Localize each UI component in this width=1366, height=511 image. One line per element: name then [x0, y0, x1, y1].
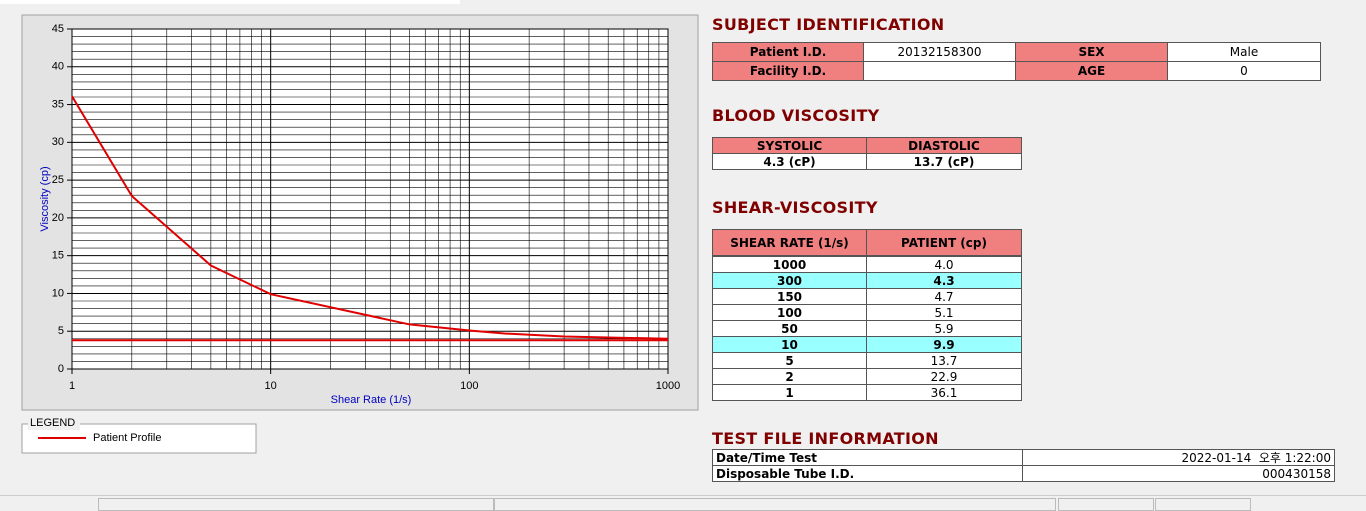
y-tick-label: 0: [58, 363, 64, 375]
y-tick-label: 15: [52, 250, 64, 262]
field-value: 20132158300: [863, 42, 1016, 62]
table-cell: 50: [712, 320, 867, 337]
series-line: [71, 95, 669, 340]
field-label: Facility I.D.: [712, 61, 864, 81]
y-tick-label: 5: [58, 325, 64, 337]
status-panel: [494, 498, 1056, 511]
section-title: SUBJECT IDENTIFICATION: [712, 15, 945, 34]
status-panel: [1058, 498, 1154, 511]
y-tick-label: 35: [52, 98, 64, 110]
table-cell: 150: [712, 288, 867, 305]
y-tick-label: 40: [52, 61, 64, 73]
y-axis-label: Viscosity (cp): [39, 166, 51, 231]
y-tick-label: 25: [52, 174, 64, 186]
field-value: 0: [1167, 61, 1321, 81]
column-header: DIASTOLIC: [866, 137, 1022, 154]
table-cell: 2: [712, 368, 867, 385]
status-panel: [98, 498, 494, 511]
table-cell: 100: [712, 304, 867, 321]
y-tick-label: 10: [52, 287, 64, 299]
column-header: SYSTOLIC: [712, 137, 867, 154]
table-cell: 4.7: [866, 288, 1022, 305]
section-title: TEST FILE INFORMATION: [712, 429, 939, 448]
legend-label: Patient Profile: [93, 432, 161, 444]
table-cell: 9.9: [866, 336, 1022, 353]
status-bar: [0, 495, 1366, 511]
field-value: Male: [1167, 42, 1321, 62]
y-tick-label: 45: [52, 23, 64, 35]
section-title: BLOOD VISCOSITY: [712, 106, 880, 125]
x-tick-label: 100: [460, 380, 478, 392]
table-cell: 1000: [712, 256, 867, 273]
viscosity-value: 13.7 (cP): [866, 153, 1022, 170]
table-cell: 36.1: [866, 384, 1022, 401]
table-cell: 22.9: [866, 368, 1022, 385]
table-cell: 5.1: [866, 304, 1022, 321]
field-value: [863, 61, 1016, 81]
table-cell: 000430158: [1022, 465, 1335, 482]
section-title: SHEAR-VISCOSITY: [712, 198, 878, 217]
viscosity-value: 4.3 (cP): [712, 153, 867, 170]
x-tick-label: 1: [69, 380, 75, 392]
table-cell: 4.3: [866, 272, 1022, 289]
table-cell: Date/Time Test: [712, 449, 1023, 466]
table-cell: 5: [712, 352, 867, 369]
plot-area: [72, 29, 668, 369]
x-tick-label: 1000: [656, 380, 680, 392]
x-tick-label: 10: [265, 380, 277, 392]
field-label: SEX: [1015, 42, 1168, 62]
plot-border: [71, 28, 669, 370]
legend-title: LEGEND: [30, 417, 75, 429]
table-cell: 5.9: [866, 320, 1022, 337]
y-tick-label: 30: [52, 136, 64, 148]
table-cell: 10: [712, 336, 867, 353]
table-cell: 300: [712, 272, 867, 289]
table-cell: 13.7: [866, 352, 1022, 369]
x-axis-label: Shear Rate (1/s): [331, 394, 412, 406]
top-strip: [0, 0, 460, 4]
field-label: Patient I.D.: [712, 42, 864, 62]
table-cell: 2022-01-14 오후 1:22:00: [1022, 449, 1335, 466]
status-panel: [1155, 498, 1251, 511]
table-cell: Disposable Tube I.D.: [712, 465, 1023, 482]
field-label: AGE: [1015, 61, 1168, 81]
table-cell: 1: [712, 384, 867, 401]
y-tick-label: 20: [52, 212, 64, 224]
column-header: SHEAR RATE (1/s): [712, 229, 867, 256]
legend-title-bg: [28, 417, 80, 430]
column-header: PATIENT (cp): [866, 229, 1022, 256]
chart: Shear Rate (1/s) Viscosity (cp) LEGEND 0…: [21, 14, 699, 454]
table-cell: 4.0: [866, 256, 1022, 273]
